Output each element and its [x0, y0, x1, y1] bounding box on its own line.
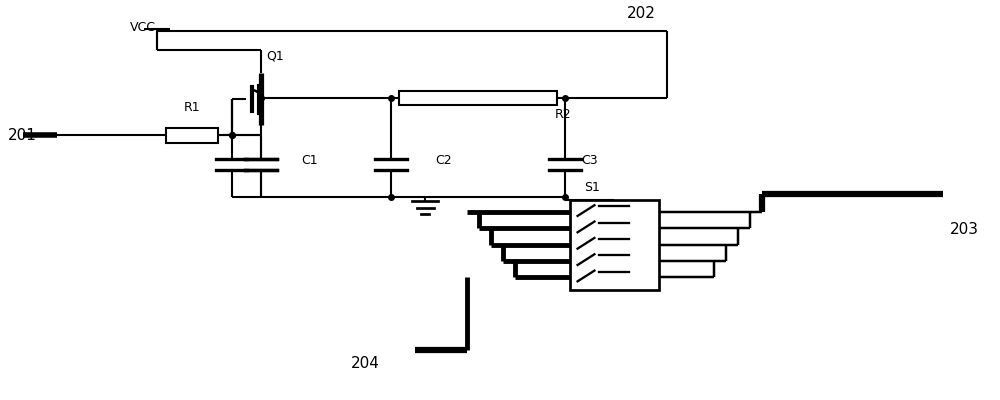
Text: 202: 202: [627, 6, 656, 21]
Bar: [166, 128, 218, 142]
Text: 203: 203: [949, 222, 978, 236]
Text: C3: C3: [582, 154, 598, 167]
Text: 204: 204: [351, 356, 380, 371]
Text: R1: R1: [183, 101, 200, 114]
Text: C2: C2: [435, 154, 452, 167]
Text: S1: S1: [585, 181, 600, 194]
Bar: [399, 91, 557, 105]
Text: 201: 201: [8, 128, 37, 143]
Text: VCC: VCC: [130, 20, 156, 34]
Bar: [570, 200, 659, 290]
Text: Q1: Q1: [266, 50, 284, 63]
Text: C1: C1: [301, 154, 318, 167]
Text: R2: R2: [555, 108, 571, 120]
